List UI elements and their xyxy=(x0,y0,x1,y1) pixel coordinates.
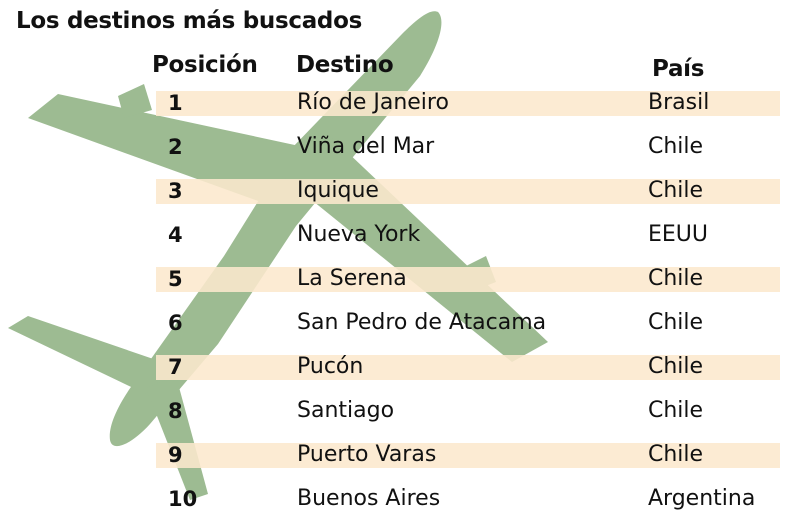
row-destination: Río de Janeiro xyxy=(297,90,449,115)
table-row: 5 La Serena Chile xyxy=(156,257,780,301)
row-position: 2 xyxy=(168,135,183,159)
row-destination: Buenos Aires xyxy=(297,486,441,511)
table-row: 9 Puerto Varas Chile xyxy=(156,433,780,477)
page-title: Los destinos más buscados xyxy=(16,8,362,34)
row-destination: Viña del Mar xyxy=(297,134,435,159)
table-row: 10 Buenos Aires Argentina xyxy=(156,477,780,521)
table-row: 8 Santiago Chile xyxy=(156,389,780,433)
destinations-table: 1 Río de Janeiro Brasil 2 Viña del Mar C… xyxy=(156,81,780,521)
header-destination: Destino xyxy=(296,52,394,78)
table-row: 4 Nueva York EEUU xyxy=(156,213,780,257)
row-destination: La Serena xyxy=(297,266,407,291)
row-country: Brasil xyxy=(648,90,710,115)
row-destination: Pucón xyxy=(297,354,364,379)
row-destination: Nueva York xyxy=(297,222,421,247)
row-position: 4 xyxy=(168,223,183,247)
row-country: EEUU xyxy=(648,222,709,247)
row-position: 1 xyxy=(168,91,183,115)
row-destination: Puerto Varas xyxy=(297,442,437,467)
row-position: 8 xyxy=(168,399,183,423)
table-row: 7 Pucón Chile xyxy=(156,345,780,389)
row-position: 9 xyxy=(168,443,183,467)
row-position: 7 xyxy=(168,355,183,379)
row-country: Chile xyxy=(648,266,704,291)
row-country: Chile xyxy=(648,398,704,423)
row-destination: Iquique xyxy=(297,178,379,203)
row-country: Chile xyxy=(648,310,704,335)
header-country: País xyxy=(652,56,705,82)
row-band xyxy=(156,267,780,292)
table-row: 6 San Pedro de Atacama Chile xyxy=(156,301,780,345)
row-country: Chile xyxy=(648,442,704,467)
table-row: 2 Viña del Mar Chile xyxy=(156,125,780,169)
row-position: 6 xyxy=(168,311,183,335)
row-position: 3 xyxy=(168,179,183,203)
table-row: 3 Iquique Chile xyxy=(156,169,780,213)
row-destination: San Pedro de Atacama xyxy=(297,310,547,335)
row-country: Chile xyxy=(648,134,704,159)
row-band xyxy=(156,355,780,380)
row-country: Chile xyxy=(648,354,704,379)
table-row: 1 Río de Janeiro Brasil xyxy=(156,81,780,125)
row-band xyxy=(156,179,780,204)
row-band xyxy=(156,443,780,468)
row-position: 5 xyxy=(168,267,183,291)
row-country: Chile xyxy=(648,178,704,203)
row-band xyxy=(156,91,780,116)
row-position: 10 xyxy=(168,487,198,511)
header-position: Posición xyxy=(152,52,258,78)
row-country: Argentina xyxy=(648,486,756,511)
row-destination: Santiago xyxy=(297,398,395,423)
